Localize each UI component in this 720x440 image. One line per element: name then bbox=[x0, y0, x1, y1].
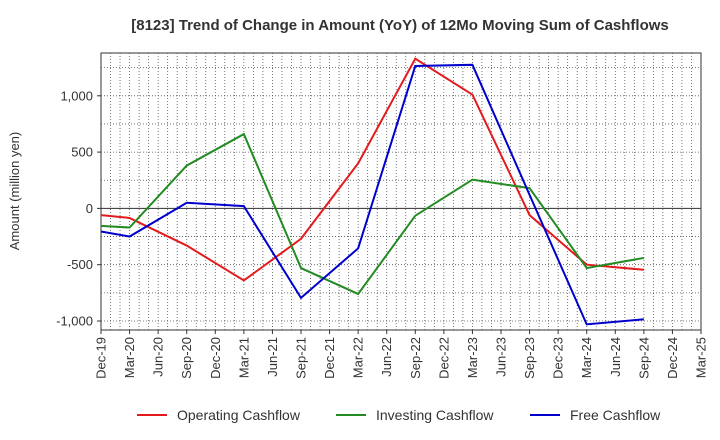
y-tick-label: -500 bbox=[67, 257, 93, 272]
free-cashflow-line bbox=[100, 63, 644, 326]
x-tick-label: Mar-25 bbox=[694, 337, 709, 378]
x-tick-label: Dec-23 bbox=[551, 337, 566, 379]
x-tick-label: Dec-22 bbox=[436, 337, 451, 379]
legend-label-investing-cashflow: Investing Cashflow bbox=[376, 407, 494, 423]
x-tick-label: Dec-21 bbox=[322, 337, 337, 379]
y-tick-label: 0 bbox=[86, 201, 93, 216]
operating-cashflow-line bbox=[100, 57, 644, 282]
y-tick-label: 500 bbox=[71, 145, 93, 160]
y-tick-label: -1,000 bbox=[56, 313, 93, 328]
x-tick-label: Sep-20 bbox=[179, 337, 194, 379]
legend-label-free-cashflow: Free Cashflow bbox=[570, 407, 661, 423]
x-tick-label: Mar-23 bbox=[465, 337, 480, 378]
x-tick-label: Dec-19 bbox=[94, 337, 109, 379]
x-axis-ticks: Dec-19 Mar-20 Jun-20 Sep-20 Dec-20 Mar-21 Jun-… bbox=[94, 330, 709, 379]
x-tick-label: Mar-21 bbox=[236, 337, 251, 378]
x-tick-label: Jun-22 bbox=[379, 337, 394, 377]
x-tick-label: Dec-24 bbox=[665, 337, 680, 379]
series-lines bbox=[100, 57, 645, 326]
x-tick-label: Mar-20 bbox=[122, 337, 137, 378]
x-tick-label: Mar-24 bbox=[579, 337, 594, 378]
x-tick-label: Mar-22 bbox=[351, 337, 366, 378]
x-tick-label: Jun-20 bbox=[151, 337, 166, 377]
investing-cashflow-line bbox=[100, 132, 645, 296]
x-tick-label: Sep-22 bbox=[408, 337, 423, 379]
y-axis-label: Amount (million yen) bbox=[7, 132, 22, 251]
y-tick-label: 1,000 bbox=[60, 88, 93, 103]
x-tick-label: Jun-21 bbox=[265, 337, 280, 377]
plot-area bbox=[100, 52, 702, 331]
legend: Operating Cashflow Investing Cashflow Free… bbox=[137, 407, 661, 423]
y-axis-ticks: -1,000 -500 0 500 1,000 bbox=[56, 88, 101, 328]
x-tick-label: Jun-24 bbox=[608, 337, 623, 377]
x-tick-label: Dec-20 bbox=[208, 337, 223, 379]
x-tick-label: Jun-23 bbox=[494, 337, 509, 377]
chart-title: [8123] Trend of Change in Amount (YoY) o… bbox=[131, 17, 669, 34]
x-tick-label: Sep-24 bbox=[636, 337, 651, 379]
grid-lines bbox=[101, 53, 701, 330]
x-tick-label: Sep-21 bbox=[294, 337, 309, 379]
x-tick-label: Sep-23 bbox=[522, 337, 537, 379]
legend-label-operating-cashflow: Operating Cashflow bbox=[177, 407, 301, 423]
